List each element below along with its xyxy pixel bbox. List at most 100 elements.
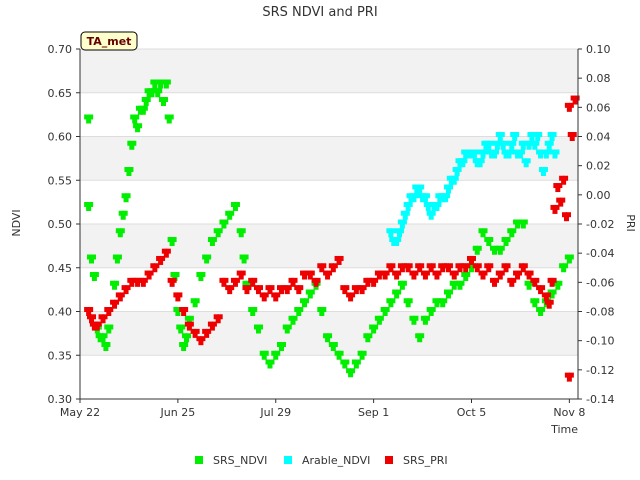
data-point [526, 274, 532, 280]
data-point [530, 277, 536, 283]
data-point [94, 325, 100, 331]
data-point [263, 350, 269, 356]
data-point [114, 299, 120, 305]
data-point [135, 281, 141, 287]
data-point [471, 153, 477, 159]
data-point [140, 109, 146, 115]
data-point [207, 321, 213, 327]
data-point [265, 359, 271, 365]
data-point [121, 193, 127, 199]
data-point [178, 328, 184, 334]
data-point [538, 289, 544, 295]
data-point [445, 293, 451, 299]
data-point [373, 277, 379, 283]
data-point [91, 314, 97, 320]
data-point [461, 149, 467, 155]
data-point [350, 368, 356, 374]
data-point [509, 232, 515, 238]
data-point [309, 270, 315, 276]
data-point [571, 132, 577, 137]
data-point [540, 307, 546, 312]
data-point [252, 307, 258, 312]
data-point [515, 223, 521, 229]
data-point [229, 210, 235, 216]
data-point [488, 237, 494, 242]
data-point [511, 140, 517, 146]
data-point [181, 346, 187, 351]
data-point [468, 153, 474, 159]
data-point [374, 315, 380, 321]
data-point [294, 307, 300, 312]
data-point [399, 284, 405, 290]
data-point [389, 237, 395, 242]
data-point [361, 350, 367, 356]
data-point [489, 153, 495, 159]
data-point [340, 359, 346, 365]
data-point [548, 140, 554, 146]
data-point [188, 321, 194, 327]
data-point [545, 292, 551, 298]
data-point [424, 270, 430, 276]
data-point [478, 149, 484, 155]
data-point [101, 342, 107, 347]
data-point [143, 101, 149, 106]
data-point [409, 270, 415, 276]
data-point [509, 144, 515, 150]
data-point [323, 270, 329, 276]
data-point [443, 197, 449, 203]
data-point [156, 255, 162, 261]
data-point [357, 285, 363, 291]
data-point [538, 167, 544, 172]
data-point [463, 267, 469, 273]
data-point [215, 232, 221, 238]
data-point [288, 277, 294, 283]
data-point [560, 197, 566, 203]
chart-title: SRS NDVI and PRI [262, 5, 377, 20]
data-point [288, 315, 294, 321]
data-point [517, 153, 523, 159]
data-point [350, 292, 356, 298]
data-point [106, 311, 112, 316]
data-point [269, 285, 275, 291]
data-point [426, 263, 432, 269]
data-point [549, 136, 555, 141]
data-point [434, 302, 440, 308]
data-point [196, 336, 202, 342]
y2-tick-label: -0.06 [586, 276, 614, 289]
y2-tick-label: -0.14 [586, 393, 614, 406]
data-point [388, 232, 394, 238]
data-point [540, 285, 546, 291]
data-point [302, 302, 308, 308]
data-point [563, 263, 569, 269]
data-point [344, 285, 350, 291]
data-point [122, 210, 128, 216]
series-srs-ndvi [84, 79, 574, 378]
data-point [413, 270, 419, 276]
data-point [482, 149, 488, 155]
data-point [522, 263, 528, 269]
data-point [408, 197, 414, 203]
badge: TA_met [80, 31, 138, 51]
data-point [309, 289, 315, 295]
data-point [160, 101, 166, 106]
data-point [461, 263, 467, 269]
data-point [528, 280, 534, 286]
data-point [463, 276, 469, 281]
data-point [534, 277, 540, 283]
data-point [501, 149, 507, 155]
data-point [144, 270, 150, 276]
data-point [494, 277, 500, 283]
data-point [405, 267, 411, 273]
data-point [171, 277, 177, 283]
data-point [443, 263, 449, 269]
data-point [455, 280, 461, 286]
data-point [507, 140, 513, 146]
data-point [457, 284, 463, 290]
data-point [120, 214, 126, 220]
data-point [114, 280, 120, 286]
data-point [507, 277, 513, 283]
data-point [451, 274, 457, 280]
data-point [261, 354, 267, 360]
data-point [244, 289, 250, 295]
data-point [407, 298, 413, 304]
